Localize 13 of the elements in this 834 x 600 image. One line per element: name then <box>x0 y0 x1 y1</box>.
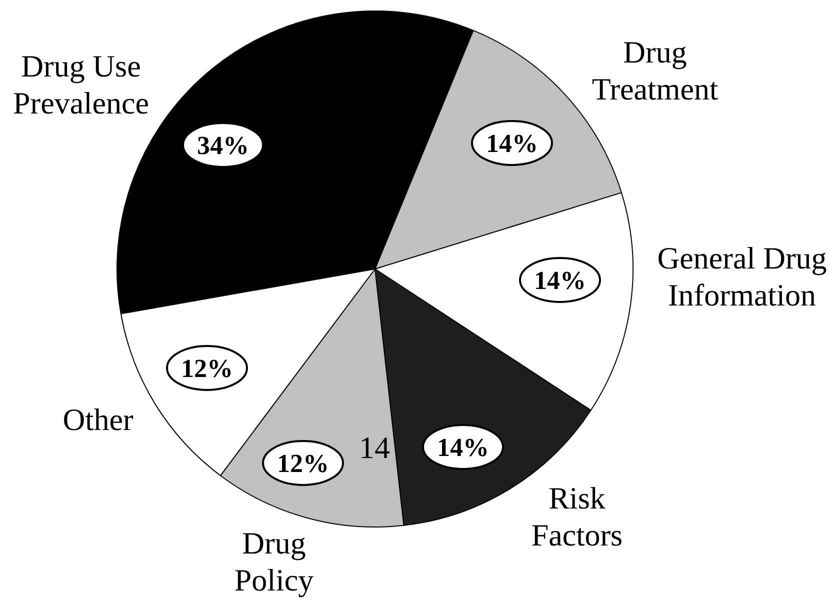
data-label: 12% <box>181 354 233 384</box>
slice-label: Other <box>62 402 134 438</box>
data-label: 12% <box>277 449 329 478</box>
data-label: 34% <box>197 131 249 160</box>
slice-label: Drug Use Prevalence <box>13 48 149 121</box>
legend-label: General Drug Information <box>657 240 827 313</box>
data-label: 14% <box>437 433 489 462</box>
data-label: 14% <box>534 266 586 296</box>
slice-label: Drug Policy <box>234 526 314 598</box>
data-label: 14% <box>486 129 538 158</box>
slice-label: Risk Factors <box>531 480 623 553</box>
text: 14 <box>358 430 390 465</box>
slice-label: Drug Treatment <box>592 34 719 107</box>
